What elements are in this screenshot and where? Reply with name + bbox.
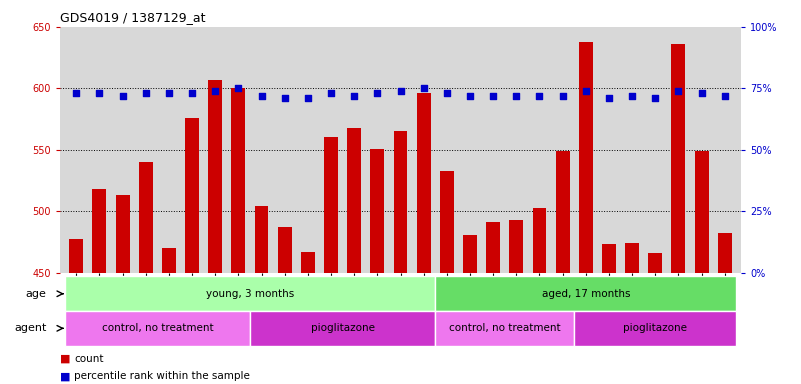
Bar bbox=[185, 118, 199, 273]
Point bbox=[394, 88, 407, 94]
Bar bbox=[324, 137, 338, 273]
Point bbox=[186, 90, 199, 96]
Text: percentile rank within the sample: percentile rank within the sample bbox=[74, 371, 251, 381]
Bar bbox=[602, 244, 616, 273]
Text: pioglitazone: pioglitazone bbox=[623, 323, 687, 333]
Bar bbox=[65, 311, 250, 346]
Bar bbox=[417, 93, 431, 273]
Bar bbox=[370, 149, 384, 273]
Point bbox=[256, 93, 268, 99]
Point bbox=[93, 90, 106, 96]
Bar bbox=[486, 222, 500, 273]
Point bbox=[672, 88, 685, 94]
Point bbox=[602, 95, 615, 101]
Bar bbox=[208, 80, 222, 273]
Point bbox=[695, 90, 708, 96]
Point bbox=[116, 93, 129, 99]
Point bbox=[70, 90, 83, 96]
Point bbox=[649, 95, 662, 101]
Bar bbox=[671, 44, 686, 273]
Bar bbox=[231, 88, 245, 273]
Bar bbox=[139, 162, 153, 273]
Bar bbox=[435, 276, 736, 311]
Bar bbox=[579, 41, 593, 273]
Point bbox=[348, 93, 360, 99]
Point bbox=[464, 93, 477, 99]
Point bbox=[139, 90, 152, 96]
Point bbox=[556, 93, 569, 99]
Point bbox=[441, 90, 453, 96]
Bar bbox=[509, 220, 523, 273]
Point bbox=[163, 90, 175, 96]
Bar bbox=[92, 189, 107, 273]
Point bbox=[324, 90, 337, 96]
Point bbox=[579, 88, 592, 94]
Point bbox=[232, 85, 245, 91]
Bar bbox=[65, 276, 435, 311]
Bar bbox=[435, 311, 574, 346]
Bar bbox=[440, 170, 453, 273]
Text: agent: agent bbox=[14, 323, 46, 333]
Bar bbox=[162, 248, 176, 273]
Bar bbox=[255, 206, 268, 273]
Bar bbox=[70, 240, 83, 273]
Text: GDS4019 / 1387129_at: GDS4019 / 1387129_at bbox=[60, 11, 206, 24]
Point bbox=[371, 90, 384, 96]
Bar bbox=[250, 311, 435, 346]
Bar bbox=[301, 252, 315, 273]
Bar bbox=[625, 243, 639, 273]
Bar bbox=[556, 151, 570, 273]
Text: pioglitazone: pioglitazone bbox=[311, 323, 375, 333]
Bar bbox=[718, 233, 731, 273]
Point bbox=[301, 95, 314, 101]
Text: aged, 17 months: aged, 17 months bbox=[541, 289, 630, 299]
Point bbox=[718, 93, 731, 99]
Point bbox=[417, 85, 430, 91]
Bar bbox=[278, 227, 292, 273]
Bar bbox=[533, 207, 546, 273]
Bar bbox=[648, 253, 662, 273]
Bar bbox=[574, 311, 736, 346]
Point bbox=[510, 93, 523, 99]
Point bbox=[533, 93, 545, 99]
Text: control, no treatment: control, no treatment bbox=[449, 323, 561, 333]
Point bbox=[487, 93, 500, 99]
Text: age: age bbox=[26, 289, 46, 299]
Bar bbox=[393, 131, 408, 273]
Text: control, no treatment: control, no treatment bbox=[102, 323, 213, 333]
Bar bbox=[115, 195, 130, 273]
Text: count: count bbox=[74, 354, 104, 364]
Bar bbox=[348, 127, 361, 273]
Point bbox=[626, 93, 638, 99]
Point bbox=[209, 88, 222, 94]
Point bbox=[278, 95, 291, 101]
Text: ■: ■ bbox=[60, 354, 70, 364]
Text: young, 3 months: young, 3 months bbox=[206, 289, 294, 299]
Bar bbox=[694, 151, 709, 273]
Text: ■: ■ bbox=[60, 371, 70, 381]
Bar bbox=[463, 235, 477, 273]
